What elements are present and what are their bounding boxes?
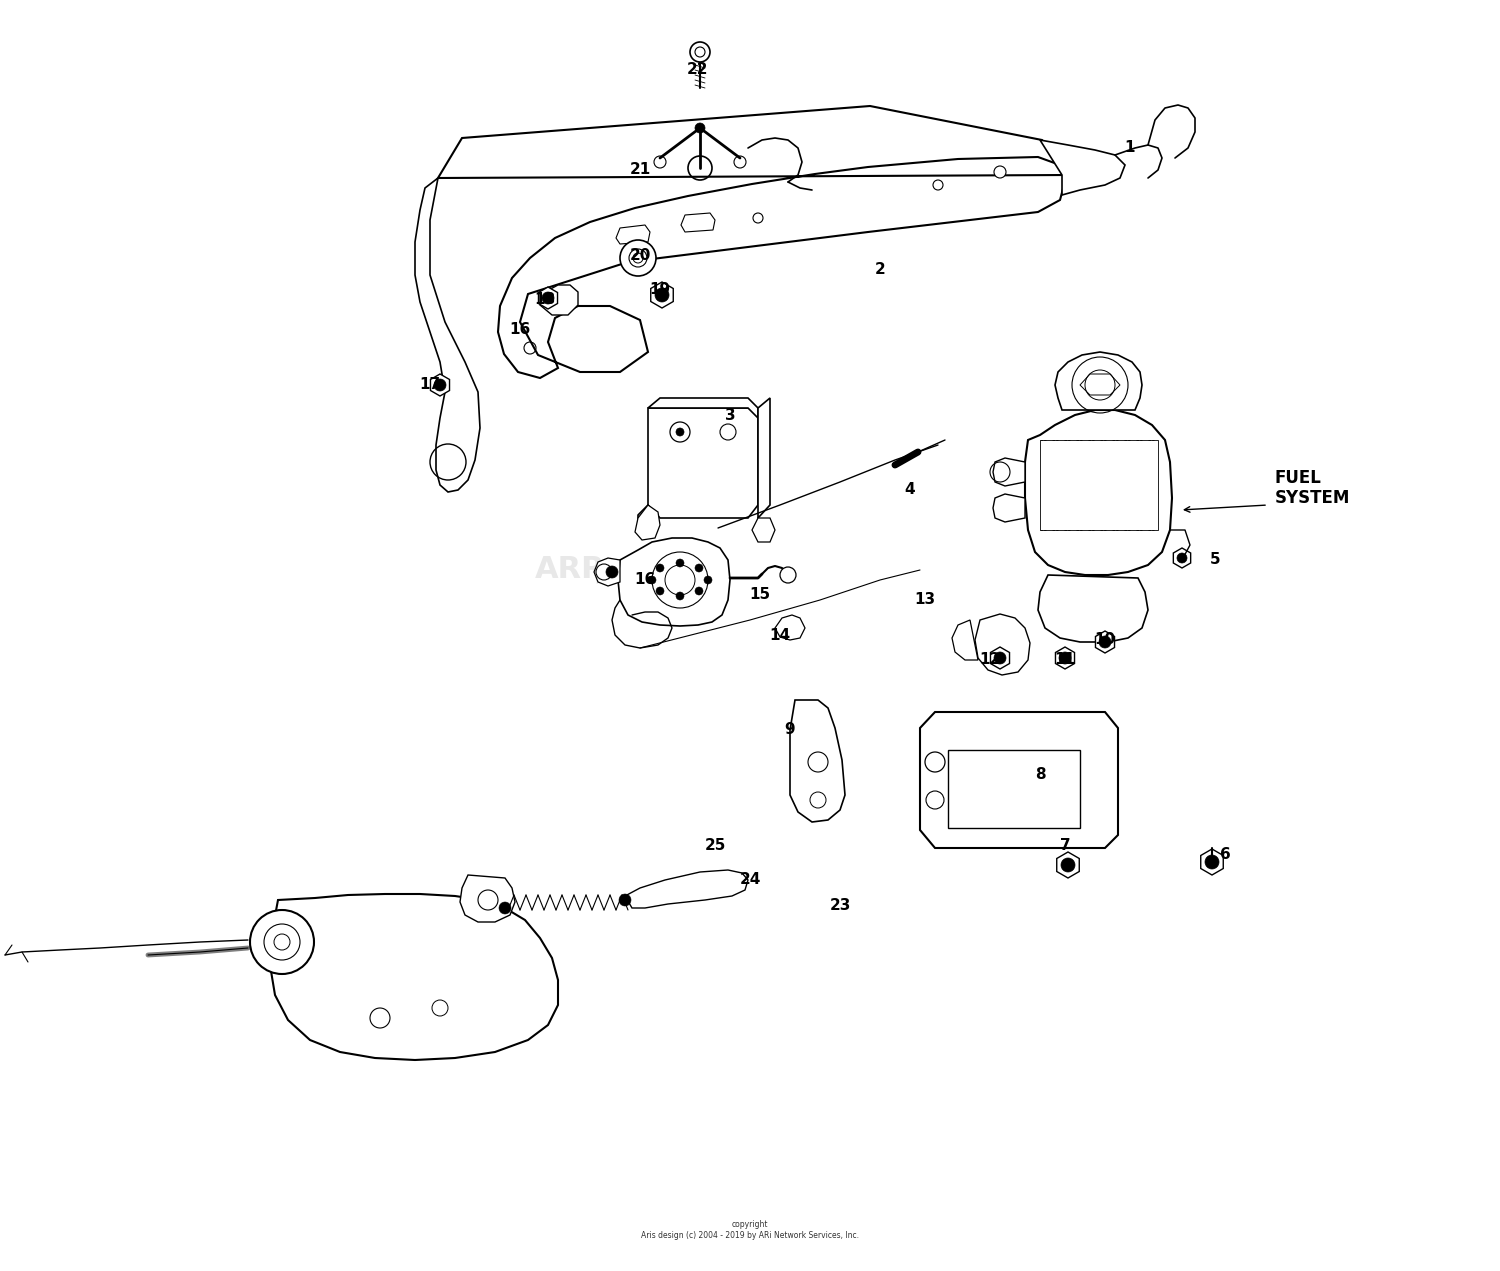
- Polygon shape: [1095, 630, 1114, 653]
- Text: 19: 19: [650, 282, 670, 297]
- Text: 17: 17: [420, 377, 441, 393]
- Circle shape: [694, 123, 705, 133]
- Polygon shape: [990, 647, 1010, 669]
- Text: 2: 2: [874, 263, 885, 277]
- Text: FUEL
SYSTEM: FUEL SYSTEM: [1275, 469, 1350, 507]
- Text: 9: 9: [784, 722, 795, 737]
- Text: 4: 4: [904, 483, 915, 497]
- Text: 23: 23: [830, 897, 850, 913]
- Polygon shape: [626, 871, 748, 907]
- Circle shape: [251, 910, 314, 974]
- Circle shape: [656, 587, 664, 595]
- Text: 21: 21: [630, 163, 651, 178]
- Circle shape: [994, 167, 1006, 178]
- Polygon shape: [776, 615, 806, 641]
- Polygon shape: [1056, 647, 1074, 669]
- Text: 22: 22: [687, 62, 708, 78]
- Circle shape: [676, 559, 684, 567]
- Circle shape: [500, 902, 512, 914]
- Text: 3: 3: [724, 408, 735, 422]
- Circle shape: [694, 564, 703, 572]
- Circle shape: [1178, 553, 1186, 563]
- Polygon shape: [1040, 140, 1125, 194]
- Circle shape: [620, 240, 656, 276]
- Circle shape: [780, 567, 796, 583]
- Circle shape: [690, 42, 709, 62]
- Polygon shape: [594, 558, 619, 586]
- Polygon shape: [752, 519, 776, 541]
- Polygon shape: [1200, 849, 1224, 874]
- Text: 5: 5: [1209, 553, 1221, 567]
- Text: 8: 8: [1035, 768, 1046, 783]
- Text: 12: 12: [980, 652, 1000, 667]
- Polygon shape: [1024, 411, 1172, 574]
- Polygon shape: [1056, 852, 1080, 878]
- Text: 1: 1: [1125, 141, 1136, 155]
- Circle shape: [648, 576, 656, 583]
- Circle shape: [1059, 652, 1071, 663]
- Circle shape: [542, 292, 554, 304]
- Circle shape: [656, 564, 664, 572]
- Circle shape: [704, 576, 712, 583]
- Text: 7: 7: [1059, 838, 1071, 853]
- Polygon shape: [758, 398, 770, 519]
- Polygon shape: [681, 214, 716, 233]
- Text: copyright
Aris design (c) 2004 - 2019 by ARi Network Services, Inc.: copyright Aris design (c) 2004 - 2019 by…: [640, 1220, 860, 1239]
- Circle shape: [628, 249, 646, 267]
- Polygon shape: [1054, 352, 1142, 411]
- Text: 10: 10: [1095, 633, 1116, 647]
- Text: 14: 14: [770, 628, 790, 643]
- Text: 13: 13: [915, 592, 936, 608]
- Circle shape: [433, 379, 445, 391]
- Circle shape: [620, 894, 632, 906]
- Text: 11: 11: [1054, 652, 1076, 667]
- Polygon shape: [920, 712, 1118, 848]
- Polygon shape: [540, 285, 578, 315]
- Text: 16: 16: [634, 572, 656, 587]
- Text: 16: 16: [510, 323, 531, 338]
- Polygon shape: [975, 614, 1030, 675]
- Polygon shape: [1038, 574, 1148, 642]
- Text: ARR: ARR: [536, 555, 606, 585]
- Circle shape: [694, 587, 703, 595]
- Polygon shape: [648, 408, 758, 519]
- Circle shape: [676, 428, 684, 436]
- Polygon shape: [993, 494, 1024, 522]
- Polygon shape: [651, 282, 674, 308]
- Text: 15: 15: [750, 587, 771, 602]
- Circle shape: [1100, 636, 1112, 648]
- Text: 24: 24: [740, 872, 760, 887]
- Polygon shape: [618, 538, 730, 627]
- Circle shape: [676, 592, 684, 600]
- Polygon shape: [460, 874, 514, 921]
- Circle shape: [606, 566, 618, 578]
- Text: 18: 18: [534, 292, 555, 308]
- Polygon shape: [438, 105, 1068, 377]
- Polygon shape: [648, 398, 758, 418]
- Polygon shape: [790, 700, 844, 822]
- Circle shape: [1060, 858, 1076, 872]
- Polygon shape: [634, 505, 660, 540]
- Polygon shape: [952, 620, 978, 660]
- Text: 6: 6: [1220, 848, 1230, 863]
- Polygon shape: [538, 287, 558, 309]
- Polygon shape: [430, 374, 450, 397]
- Circle shape: [656, 289, 669, 302]
- Text: partSear™: partSear™: [596, 566, 684, 583]
- Circle shape: [994, 652, 1006, 663]
- FancyBboxPatch shape: [948, 750, 1080, 827]
- Circle shape: [1204, 855, 1219, 869]
- Text: 25: 25: [705, 838, 726, 853]
- Text: 20: 20: [630, 248, 651, 263]
- Polygon shape: [993, 458, 1024, 486]
- Polygon shape: [416, 178, 480, 492]
- Polygon shape: [1173, 548, 1191, 568]
- Polygon shape: [270, 894, 558, 1060]
- Polygon shape: [616, 225, 650, 244]
